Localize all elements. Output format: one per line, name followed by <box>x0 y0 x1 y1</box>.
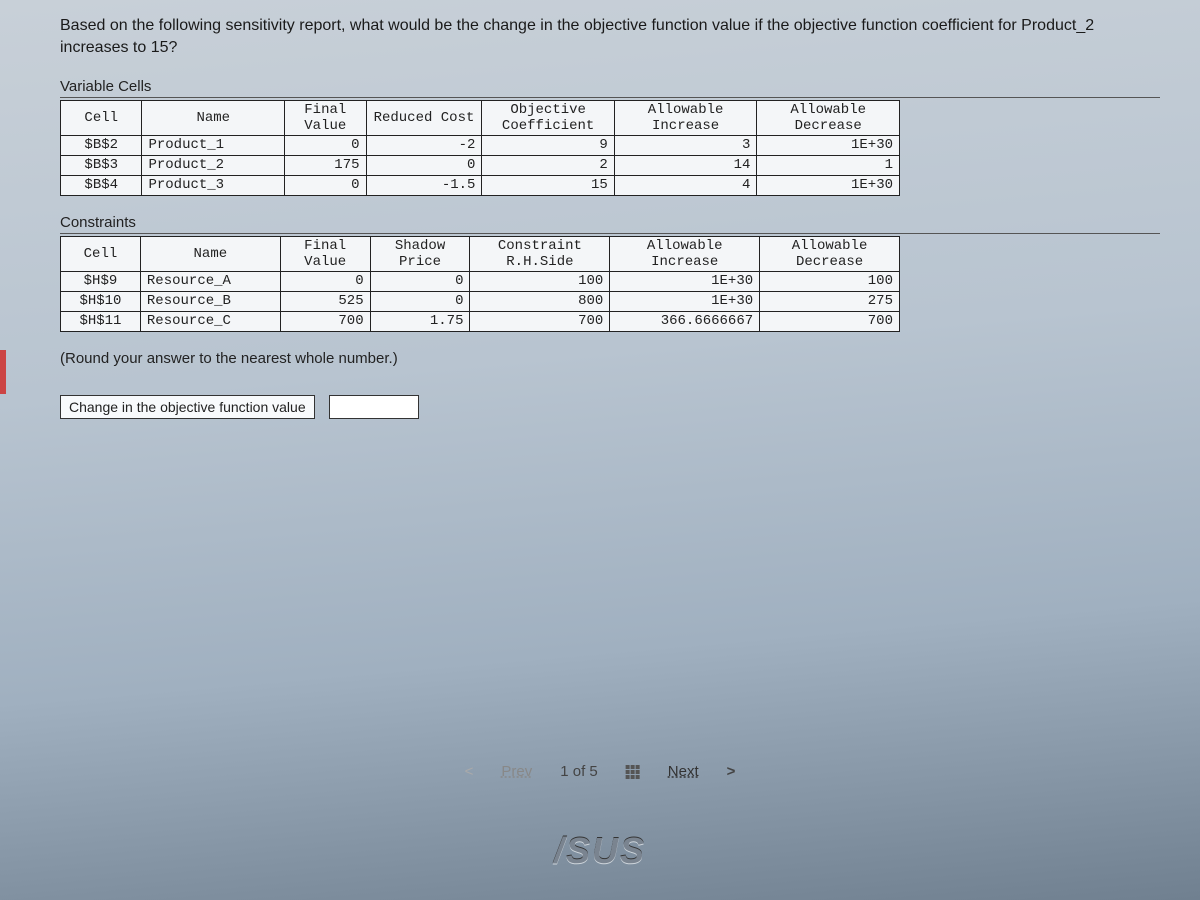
table-cell: $B$4 <box>61 175 142 195</box>
table-cell: $B$2 <box>61 135 142 155</box>
table-cell: $H$9 <box>61 271 141 291</box>
table-cell: Resource_B <box>140 291 280 311</box>
table-cell: 1E+30 <box>610 271 760 291</box>
question-text: Based on the following sensitivity repor… <box>60 15 1160 60</box>
answer-label: Change in the objective function value <box>60 395 315 419</box>
variable-cells-table: CellNameFinalValueReduced CostObjectiveC… <box>60 100 900 196</box>
column-header: AllowableIncrease <box>610 236 760 271</box>
column-header: AllowableIncrease <box>614 100 757 135</box>
table-row: $B$3Product_217502141 <box>61 155 900 175</box>
table-cell: 175 <box>285 155 366 175</box>
table-cell: 1.75 <box>370 311 470 331</box>
column-header: FinalValue <box>280 236 370 271</box>
answer-row: Change in the objective function value <box>60 395 1160 419</box>
table-cell: 1 <box>757 155 900 175</box>
table-row: $H$9Resource_A001001E+30100 <box>61 271 900 291</box>
table-cell: 100 <box>760 271 900 291</box>
table-cell: 100 <box>470 271 610 291</box>
table-cell: 1E+30 <box>757 175 900 195</box>
table-cell: 4 <box>614 175 757 195</box>
column-header: Name <box>142 100 285 135</box>
table-cell: -2 <box>366 135 482 155</box>
table-cell: 0 <box>280 271 370 291</box>
red-edge-marker <box>0 350 6 394</box>
grid-icon[interactable] <box>626 765 640 779</box>
table-cell: 0 <box>370 271 470 291</box>
table-cell: 1E+30 <box>610 291 760 311</box>
column-header: ObjectiveCoefficient <box>482 100 614 135</box>
table-cell: 9 <box>482 135 614 155</box>
page-position: 1 of 5 <box>560 763 598 780</box>
brand-logo: /SUS <box>554 830 646 872</box>
table-cell: 0 <box>285 135 366 155</box>
table-cell: 15 <box>482 175 614 195</box>
prev-button: Prev <box>501 763 532 780</box>
table-row: $H$11Resource_C7001.75700366.6666667700 <box>61 311 900 331</box>
variable-cells-title: Variable Cells <box>60 78 1160 98</box>
table-cell: 366.6666667 <box>610 311 760 331</box>
question-page: Based on the following sensitivity repor… <box>60 15 1160 419</box>
table-cell: 0 <box>370 291 470 311</box>
column-header: AllowableDecrease <box>760 236 900 271</box>
table-row: $H$10Resource_B52508001E+30275 <box>61 291 900 311</box>
table-cell: 0 <box>366 155 482 175</box>
table-cell: Product_2 <box>142 155 285 175</box>
table-cell: Product_1 <box>142 135 285 155</box>
table-cell: 275 <box>760 291 900 311</box>
table-cell: Product_3 <box>142 175 285 195</box>
table-cell: Resource_C <box>140 311 280 331</box>
column-header: FinalValue <box>285 100 366 135</box>
column-header: AllowableDecrease <box>757 100 900 135</box>
answer-input[interactable] <box>329 395 419 419</box>
table-cell: 0 <box>285 175 366 195</box>
table-cell: 700 <box>470 311 610 331</box>
prev-chevron-icon: < <box>465 763 474 780</box>
table-cell: $B$3 <box>61 155 142 175</box>
column-header: ShadowPrice <box>370 236 470 271</box>
column-header: Name <box>140 236 280 271</box>
next-chevron-icon[interactable]: > <box>727 763 736 780</box>
constraints-table: CellNameFinalValueShadowPriceConstraintR… <box>60 236 900 332</box>
table-cell: $H$10 <box>61 291 141 311</box>
table-cell: 1E+30 <box>757 135 900 155</box>
table-row: $B$2Product_10-2931E+30 <box>61 135 900 155</box>
column-header: Reduced Cost <box>366 100 482 135</box>
pagination-nav: < Prev 1 of 5 Next > <box>465 763 736 780</box>
constraints-title: Constraints <box>60 214 1160 234</box>
table-cell: 14 <box>614 155 757 175</box>
table-cell: 700 <box>760 311 900 331</box>
column-header: Cell <box>61 100 142 135</box>
column-header: Cell <box>61 236 141 271</box>
table-cell: 525 <box>280 291 370 311</box>
rounding-note: (Round your answer to the nearest whole … <box>60 350 1160 367</box>
table-cell: 800 <box>470 291 610 311</box>
table-cell: $H$11 <box>61 311 141 331</box>
next-button[interactable]: Next <box>668 763 699 780</box>
column-header: ConstraintR.H.Side <box>470 236 610 271</box>
table-cell: -1.5 <box>366 175 482 195</box>
table-cell: 3 <box>614 135 757 155</box>
table-cell: Resource_A <box>140 271 280 291</box>
table-cell: 700 <box>280 311 370 331</box>
table-cell: 2 <box>482 155 614 175</box>
table-row: $B$4Product_30-1.51541E+30 <box>61 175 900 195</box>
